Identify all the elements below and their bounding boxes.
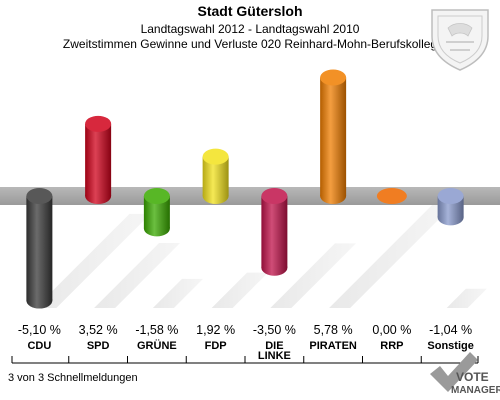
chart-subtitle-2: Zweitstimmen Gewinne und Verluste 020 Re… xyxy=(63,37,437,51)
category-label: SPD xyxy=(87,340,110,352)
value-label: 3,52 % xyxy=(79,323,118,337)
coat-of-arms-icon xyxy=(431,9,489,71)
bar-shadows xyxy=(35,201,487,308)
bar-body xyxy=(26,196,53,301)
bar-body xyxy=(85,123,112,196)
category-label: PIRATEN xyxy=(309,340,357,352)
value-label: -1,58 % xyxy=(135,323,178,337)
category-label: Sonstige xyxy=(427,340,473,352)
checkmark-icon xyxy=(430,352,478,392)
bars xyxy=(26,69,464,309)
category-label: FDP xyxy=(205,340,227,352)
baseline-bar xyxy=(0,187,500,205)
category-label: GRÜNE xyxy=(137,339,177,352)
category-label: CDU xyxy=(27,340,51,352)
bar-cap xyxy=(376,188,407,204)
value-label: 0,00 % xyxy=(372,323,411,337)
bar-shadow xyxy=(211,272,269,308)
bar-cap xyxy=(143,188,170,204)
bar-shadow xyxy=(270,243,356,308)
chart-title: Stadt Gütersloh xyxy=(197,3,302,19)
vote-manager-logo: VOTE MANAGER xyxy=(430,352,500,396)
bar-cap xyxy=(437,188,464,204)
value-label: -3,50 % xyxy=(253,323,296,337)
value-label: -1,04 % xyxy=(429,323,472,337)
bar-fdp xyxy=(202,148,229,204)
bar-shadow xyxy=(94,243,181,308)
category-axis xyxy=(11,356,479,364)
bar-rrp xyxy=(376,188,407,204)
bar-shadow xyxy=(35,213,151,308)
bar-cap xyxy=(85,115,112,132)
value-label: 5,78 % xyxy=(314,323,353,337)
bar-shadow xyxy=(152,278,204,308)
value-labels: -5,10 % 3,52 % -1,58 % 1,92 % -3,50 % 5,78 % 0… xyxy=(18,323,472,337)
category-label: DIE xyxy=(265,340,283,352)
bar-spd xyxy=(85,115,112,204)
category-label: LINKE xyxy=(258,350,291,362)
logo-text-top: VOTE xyxy=(456,370,489,384)
bar-sonstige xyxy=(437,188,464,226)
footer-note: 3 von 3 Schnellmeldungen xyxy=(8,372,138,384)
bar-body xyxy=(261,196,288,268)
bar-body xyxy=(320,77,347,196)
bar-piraten xyxy=(320,69,347,204)
category-label: RRP xyxy=(380,340,403,352)
bar-shadow xyxy=(329,201,457,308)
bar-cap xyxy=(261,188,288,204)
bar-grüne xyxy=(143,188,170,237)
bar-cap xyxy=(26,188,53,204)
bar-cap xyxy=(202,148,229,165)
bar-cap xyxy=(320,69,347,86)
bar-cdu xyxy=(26,188,53,309)
bar-die-linke xyxy=(261,188,288,276)
chart-subtitle: Landtagswahl 2012 - Landtagswahl 2010 xyxy=(141,22,360,36)
bar-shadow xyxy=(446,288,487,308)
value-label: 1,92 % xyxy=(196,323,235,337)
logo-text-bottom: MANAGER xyxy=(451,385,500,396)
value-label: -5,10 % xyxy=(18,323,61,337)
